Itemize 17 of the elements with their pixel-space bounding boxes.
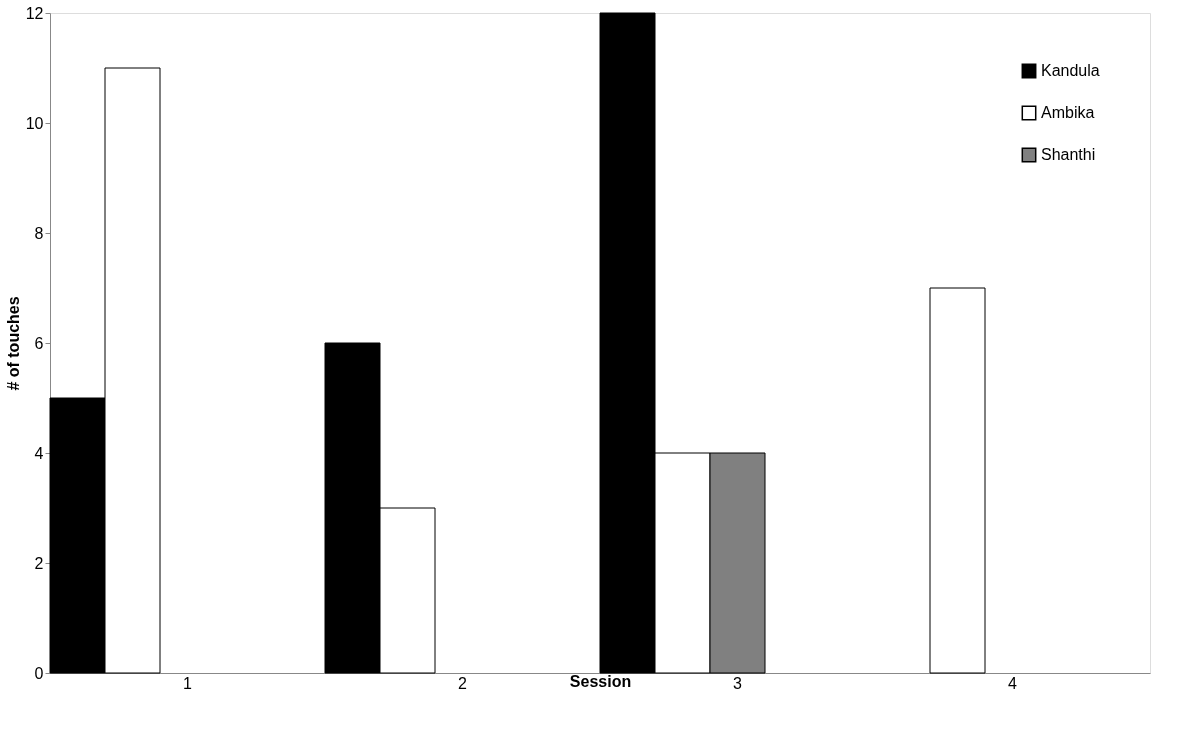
x-axis-title: Session bbox=[569, 672, 632, 690]
legend-label: Kandula bbox=[1041, 62, 1100, 79]
x-tick-label: 2 bbox=[458, 674, 468, 692]
y-axis-title: # of touches bbox=[4, 296, 22, 391]
y-tick-label: 2 bbox=[34, 554, 44, 572]
legend-label: Ambika bbox=[1041, 104, 1095, 121]
y-tick-label: 10 bbox=[25, 114, 44, 132]
x-tick-label: 4 bbox=[1008, 674, 1018, 692]
x-tick-label: 3 bbox=[733, 674, 743, 692]
legend-label: Shanthi bbox=[1041, 146, 1096, 163]
x-tick-label: 1 bbox=[183, 674, 193, 692]
y-tick-label: 12 bbox=[25, 4, 44, 22]
y-tick-label: 8 bbox=[34, 224, 44, 242]
bar bbox=[929, 287, 986, 674]
y-tick-label: 4 bbox=[34, 444, 44, 462]
y-tick-label: 0 bbox=[34, 664, 44, 682]
y-tick-label: 6 bbox=[34, 334, 44, 352]
